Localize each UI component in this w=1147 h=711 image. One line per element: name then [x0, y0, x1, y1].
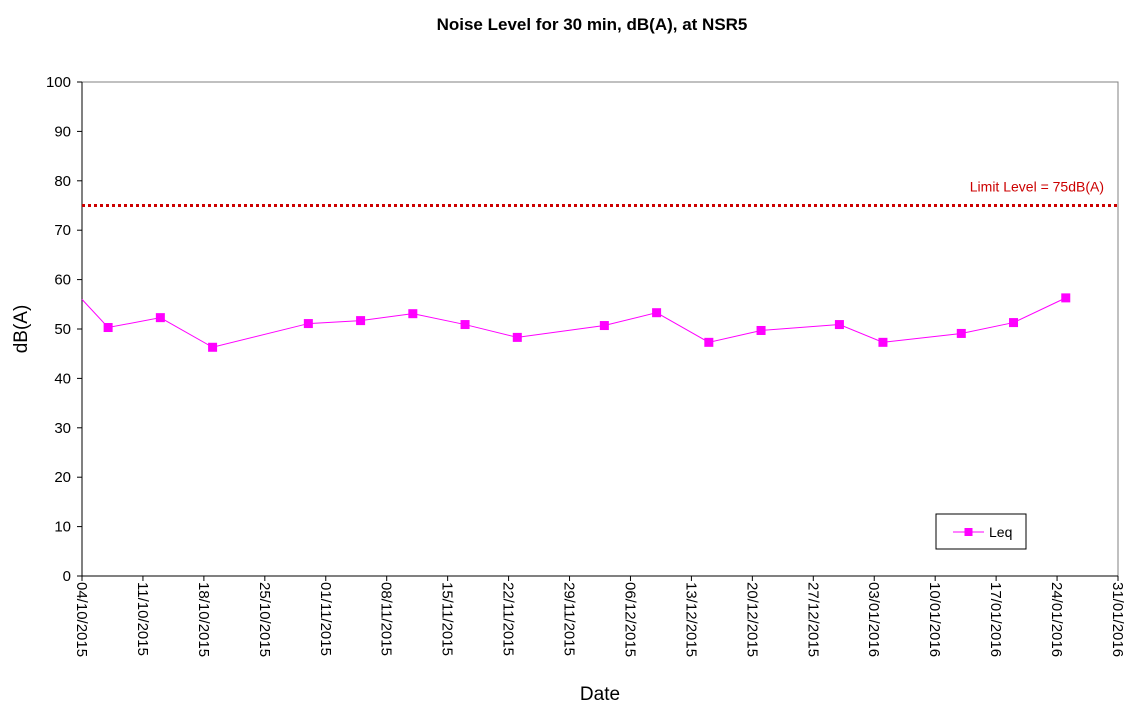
y-axis-label: dB(A)	[11, 305, 32, 354]
data-point	[460, 320, 470, 330]
y-tick-label: 30	[54, 420, 71, 437]
legend-marker-icon	[964, 528, 973, 536]
x-tick-label: 18/10/2015	[195, 582, 212, 657]
x-tick-label: 22/11/2015	[500, 582, 517, 656]
x-tick-label: 01/11/2015	[317, 582, 334, 656]
legend: Leq	[935, 513, 1027, 550]
x-tick-label: 11/10/2015	[134, 582, 151, 656]
limit-line-group: Limit Level = 75dB(A)	[82, 179, 1118, 207]
x-tick-label: 03/01/2016	[865, 582, 882, 657]
data-point	[1061, 293, 1071, 303]
data-point	[834, 320, 844, 330]
y-tick-label: 50	[54, 321, 71, 338]
x-tick-label: 29/11/2015	[561, 582, 578, 656]
data-point	[1009, 318, 1019, 328]
series-line	[81, 297, 1066, 348]
x-axis: 04/10/2015 11/10/2015 18/10/2015 25/10/2015…	[73, 575, 1126, 657]
data-point	[356, 316, 366, 326]
x-tick-label: 24/01/2016	[1048, 582, 1065, 657]
x-tick-label: 04/10/2015	[73, 582, 90, 657]
data-point	[756, 325, 766, 335]
y-tick-label: 40	[54, 370, 71, 387]
data-point	[599, 321, 609, 331]
x-tick-label: 08/11/2015	[378, 582, 395, 656]
data-point	[155, 313, 165, 323]
data-point	[704, 337, 714, 347]
y-tick-label: 100	[46, 74, 71, 91]
chart-title: Noise Level for 30 min, dB(A), at NSR5	[437, 15, 748, 34]
data-point	[956, 328, 966, 338]
series-group	[81, 293, 1071, 352]
y-tick-label: 20	[54, 469, 71, 486]
data-point	[208, 342, 218, 352]
x-tick-label: 06/12/2015	[621, 582, 638, 657]
y-tick-label: 70	[54, 222, 71, 239]
x-tick-label: 31/01/2016	[1109, 582, 1126, 657]
y-tick-label: 90	[54, 123, 71, 140]
legend-label: Leq	[989, 524, 1012, 540]
y-tick-label: 60	[54, 272, 71, 289]
y-axis: 0 10 20 30 40 50 60 70 80 90 100	[46, 74, 83, 585]
x-tick-label: 25/10/2015	[256, 582, 273, 657]
data-point	[652, 308, 662, 318]
y-tick-label: 80	[54, 173, 71, 190]
y-tick-label: 10	[54, 519, 71, 536]
x-tick-label: 13/12/2015	[682, 582, 699, 657]
x-tick-label: 10/01/2016	[926, 582, 943, 657]
data-point	[103, 323, 113, 333]
y-tick-label: 0	[63, 568, 71, 585]
x-tick-label: 20/12/2015	[743, 582, 760, 657]
data-point	[512, 332, 522, 342]
data-point	[303, 319, 313, 329]
x-axis-label: Date	[580, 684, 620, 705]
data-point	[408, 309, 418, 319]
x-tick-label: 17/01/2016	[987, 582, 1004, 657]
data-point	[878, 337, 888, 347]
legend-box	[935, 513, 1027, 550]
x-tick-label: 15/11/2015	[439, 582, 456, 656]
x-tick-label: 27/12/2015	[804, 582, 821, 657]
limit-label: Limit Level = 75dB(A)	[970, 179, 1104, 195]
